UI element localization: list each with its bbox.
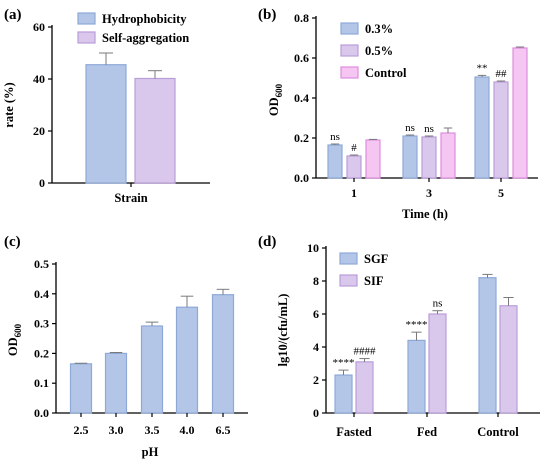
panel-b-bar (327, 144, 343, 179)
panel-a-bar (134, 77, 176, 184)
panel-d-bar (355, 361, 374, 414)
panel-b-y-tick-label: 0.6 (294, 51, 309, 65)
panel-d-x-tick-label: Control (477, 425, 519, 439)
panel-b-annotation: ns (405, 122, 415, 134)
panel-c-label: (c) (4, 234, 21, 250)
panel-d-label: (d) (258, 234, 276, 250)
panel-d-x-tick-label: Fed (417, 425, 437, 439)
panel-c-x-tick-label: 3.0 (109, 423, 124, 437)
panel-c-y-tick-label: 0.0 (34, 406, 49, 420)
panel-d-y-tick-label: 8 (313, 274, 319, 288)
panel-b-bar (474, 76, 490, 179)
panel-b-y-tick-label: 0.0 (294, 171, 309, 185)
panel-d-annotation: ns (433, 298, 443, 310)
panel-b-annotation: ns (424, 123, 434, 135)
panel-d-legend-swatch (339, 274, 358, 287)
panel-d-legend-swatch (339, 252, 358, 265)
panel-d-bar (499, 305, 518, 414)
panel-b-x-label: Time (h) (402, 207, 448, 221)
panel-a-x-label: Strain (114, 191, 147, 205)
panel-b-y-tick-label: 0.4 (294, 91, 309, 105)
panel-d-y-label: lg10/(cfu/mL) (276, 294, 290, 367)
panel-a-legend-swatch (77, 31, 96, 44)
panel-b-annotation: ns (330, 131, 340, 143)
panel-a-y-label: rate (%) (2, 82, 16, 127)
panel-d-y-tick-label: 6 (313, 307, 319, 321)
panel-c-bar (140, 325, 164, 414)
panel-d-y-tick-label: 4 (313, 340, 319, 354)
panel-b-x-tick-label: 1 (351, 186, 357, 200)
panel-d-legend-label: SGF (364, 252, 389, 266)
panel-a-y-tick-label: 0 (39, 176, 45, 190)
panel-b-legend-swatch (340, 66, 359, 79)
panel-b-x-tick-label: 5 (498, 186, 504, 200)
panel-c-x-tick-label: 6.5 (216, 423, 231, 437)
panel-c-bar (211, 294, 235, 414)
panel-c-bar (104, 352, 128, 414)
panel-c-y-tick-label: 0.4 (34, 287, 49, 301)
panel-d-y-tick-label: 2 (313, 373, 319, 387)
panel-c-y-tick-label: 0.3 (34, 317, 49, 331)
panel-c-bar (69, 363, 93, 414)
panel-d-x-tick-label: Fasted (336, 425, 371, 439)
panel-b-bar (493, 81, 509, 179)
panel-a-legend-label: Self-aggregation (102, 31, 189, 45)
panel-c-y-tick-label: 0.1 (34, 376, 49, 390)
panel-d-y-tick-label: 10 (307, 241, 319, 255)
panel-c-x-tick-label: 3.5 (145, 423, 160, 437)
panel-c-y-tick-label: 0.2 (34, 346, 49, 360)
panel-a-y-tick-label: 60 (33, 20, 45, 34)
panel-d-bar (428, 313, 447, 414)
panel-b-legend-swatch (340, 22, 359, 35)
panel-c-bar (175, 306, 199, 414)
panel-b-y-label: OD600 (267, 83, 284, 116)
panel-a-bar (85, 64, 127, 184)
panel-d-annotation: #### (354, 346, 377, 358)
panel-b-x-tick-label: 3 (426, 186, 432, 200)
panel-c-y-tick-label: 0.5 (34, 257, 49, 271)
panel-b-bar (421, 136, 437, 179)
panel-c-x-label: pH (142, 445, 159, 459)
panel-a-legend-swatch (77, 12, 96, 25)
panel-b-y-tick-label: 0.2 (294, 131, 309, 145)
panel-b-legend-label: 0.5% (365, 44, 393, 58)
panel-d-bar (407, 339, 426, 414)
panel-b-y-tick-label: 0.8 (294, 11, 309, 25)
panel-c-x-tick-label: 2.5 (74, 423, 89, 437)
panel-d-y-tick-label: 0 (313, 406, 319, 420)
panel-d-annotation: **** (333, 357, 355, 369)
panel-b-bar (365, 139, 381, 179)
panel-c-x-tick-label: 4.0 (180, 423, 195, 437)
panel-b-label: (b) (258, 7, 276, 23)
panel-a-y-tick-label: 40 (33, 72, 45, 86)
panel-c-y-label: OD600 (6, 323, 23, 356)
panel-d-annotation: **** (406, 319, 428, 331)
panel-b-bar (512, 47, 528, 179)
panel-b-annotation: ** (477, 62, 488, 74)
panel-b-bar (440, 132, 456, 179)
panel-b-legend-swatch (340, 44, 359, 57)
panel-d-bar (478, 277, 497, 414)
panel-b-annotation: # (351, 142, 357, 154)
panel-a-label: (a) (4, 7, 22, 23)
panel-b-bar (402, 135, 418, 179)
panel-d-bar (334, 374, 353, 414)
panel-d-legend-label: SIF (364, 274, 384, 288)
panel-a-legend-label: Hydrophobicity (102, 12, 187, 26)
panel-b-annotation: ## (496, 68, 508, 80)
panel-b-legend-label: 0.3% (365, 22, 393, 36)
panel-b-legend-label: Control (365, 66, 407, 80)
panel-b-bar (346, 155, 362, 179)
panel-a-y-tick-label: 20 (33, 124, 45, 138)
